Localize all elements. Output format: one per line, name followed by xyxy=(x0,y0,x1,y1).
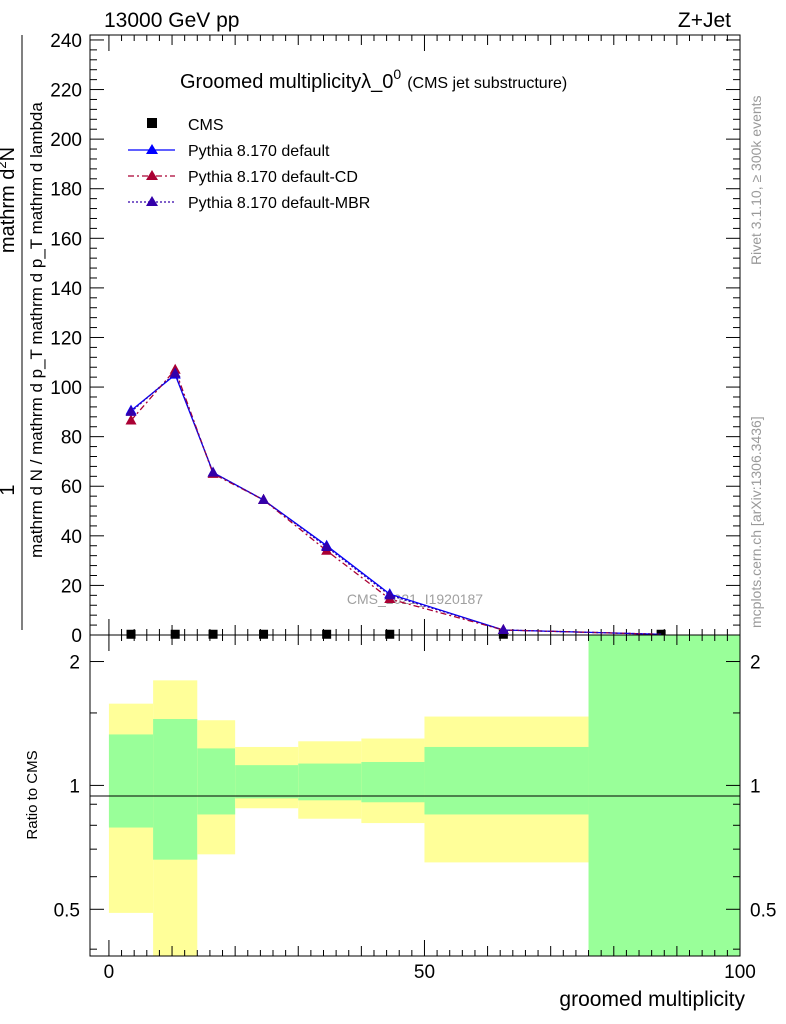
series-marker-mbr xyxy=(258,493,270,504)
legend-label-cms: CMS xyxy=(188,117,224,134)
header-left: 13000 GeV pp xyxy=(104,9,239,32)
series-layer xyxy=(125,363,666,639)
legend-marker-default xyxy=(146,144,158,154)
main-y-tick-label: 160 xyxy=(50,229,82,250)
ratio-band-inner xyxy=(424,746,589,815)
legend: CMS Pythia 8.170 default Pythia 8.170 de… xyxy=(128,117,370,212)
series-marker-mbr xyxy=(169,367,181,378)
watermark: CMS_2021_I1920187 xyxy=(347,591,483,607)
chart-title-base: Groomed multiplicityλ_0 xyxy=(180,71,393,93)
mcplots-label: mcplots.cern.ch [arXiv:1306.3436] xyxy=(748,416,764,628)
x-tick-label: 0 xyxy=(104,962,115,983)
main-y-tick-label: 20 xyxy=(61,576,82,597)
ratio-y-tick-label: 0.5 xyxy=(54,900,80,921)
legend-label-cd: Pythia 8.170 default-CD xyxy=(188,169,358,186)
ratio-y-tick-label: 2 xyxy=(69,653,80,674)
ratio-y-tick-label-right: 0.5 xyxy=(750,900,776,921)
data-point-cms xyxy=(126,629,136,639)
main-y-tick-label: 120 xyxy=(50,328,82,349)
ratio-x-ticks: 0 50 100 xyxy=(104,635,756,983)
data-point-cms xyxy=(170,629,180,639)
main-y-tick-label: 240 xyxy=(50,31,82,52)
legend-marker-mbr xyxy=(146,196,158,206)
data-point-cms xyxy=(656,629,666,639)
main-y-ticks: 0 20 40 60 80 100 120 140 160 180 200 220 240 xyxy=(50,31,740,647)
x-tick-label: 100 xyxy=(724,962,756,983)
ratio-band-inner xyxy=(588,635,740,956)
data-point-cms xyxy=(322,629,332,639)
ratio-y-label: Ratio to CMS xyxy=(24,750,41,839)
main-y-tick-label: 140 xyxy=(50,279,82,300)
y-label-numerator: mathrm d2N xyxy=(0,147,19,253)
ratio-band-inner xyxy=(197,748,236,815)
rivet-label: Rivet 3.1.10, ≥ 300k events xyxy=(748,95,764,265)
x-axis-label: groomed multiplicity xyxy=(559,988,745,1011)
chart-title-sup: 0 xyxy=(393,66,401,82)
ratio-y-ticks: 0.5 0.5 1 1 2 2 xyxy=(54,653,776,950)
ratio-band-inner xyxy=(235,765,299,799)
main-y-tick-label: 40 xyxy=(61,527,82,548)
y-label-numerator-text: mathrm d xyxy=(0,169,19,253)
data-point-cms xyxy=(498,629,508,639)
main-y-tick-label: 100 xyxy=(50,378,82,399)
ratio-panel: 0.5 0.5 1 1 2 2 0 50 100 Ratio to CMS xyxy=(24,634,776,983)
chart-title: Groomed multiplicityλ_00 (CMS jet substru… xyxy=(180,66,567,93)
legend-marker-cms xyxy=(147,118,157,128)
ratio-band-inner xyxy=(298,763,362,801)
y-label-numerator-n: N xyxy=(0,147,19,161)
ratio-band-inner xyxy=(108,734,154,828)
main-y-label: 1 mathrm d2N mathrm d N / mathrm d p_T m… xyxy=(0,35,46,630)
data-point-cms xyxy=(208,629,218,639)
main-y-tick-label: 80 xyxy=(61,428,82,449)
x-tick-label: 50 xyxy=(414,962,435,983)
ratio-frame xyxy=(89,634,741,957)
series-line-mbr xyxy=(130,372,662,635)
legend-label-mbr: Pythia 8.170 default-MBR xyxy=(188,195,370,212)
chart-subtitle: (CMS jet substructure) xyxy=(407,75,567,92)
ratio-bands xyxy=(108,635,740,956)
data-point-cms xyxy=(259,629,269,639)
legend-label-default: Pythia 8.170 default xyxy=(188,143,330,160)
ratio-y-tick-label-right: 1 xyxy=(750,776,761,797)
series-marker-mbr xyxy=(207,466,219,477)
main-y-tick-label: 60 xyxy=(61,477,82,498)
main-y-tick-label: 220 xyxy=(50,81,82,102)
ratio-band-inner xyxy=(153,719,198,860)
legend-marker-cd xyxy=(146,170,158,180)
header-right: Z+Jet xyxy=(678,9,731,32)
series-marker-mbr xyxy=(497,624,509,635)
series-marker-mbr xyxy=(125,405,137,416)
series-marker-mbr xyxy=(321,540,333,551)
main-y-tick-label: 200 xyxy=(50,130,82,151)
ratio-y-tick-label: 1 xyxy=(69,776,80,797)
series-line-cd xyxy=(130,368,662,635)
ratio-y-tick-label-right: 2 xyxy=(750,653,761,674)
y-label-numerator-sup: 2 xyxy=(0,161,9,168)
y-label-top: 1 xyxy=(0,484,19,495)
series-marker-mbr xyxy=(384,589,396,600)
series-marker-cd xyxy=(125,414,137,425)
main-y-tick-label: 0 xyxy=(71,626,82,647)
data-point-cms xyxy=(385,629,395,639)
main-y-tick-label: 180 xyxy=(50,180,82,201)
y-label-denominator: mathrm d N / mathrm d p_T mathrm d p_T m… xyxy=(27,102,46,558)
